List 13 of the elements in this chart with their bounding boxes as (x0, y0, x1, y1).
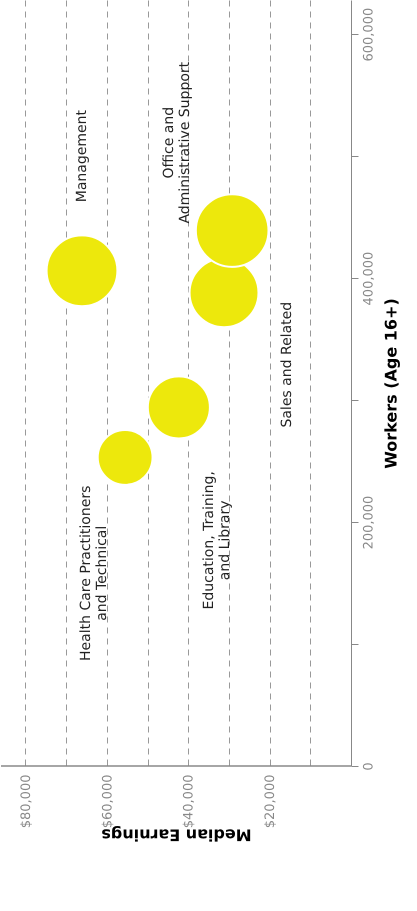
text: Sales and Related (279, 302, 296, 428)
y-tick-label: 0 (362, 762, 376, 771)
y-tick-label: 200,000 (362, 496, 376, 550)
y-tick-label: 400,000 (362, 252, 376, 306)
x-tick-label: $80,000 (18, 774, 34, 828)
text: Office and Administrative Support (161, 61, 194, 224)
y-tick-label: 600,000 (362, 8, 376, 62)
text: Education, Training, and Library (200, 471, 233, 610)
x-tick-label: $40,000 (182, 774, 197, 828)
y-axis-title: Workers (Age 16+) (382, 298, 400, 469)
text: Management (74, 110, 90, 202)
x-tick-label: $20,000 (263, 774, 278, 828)
text: Health Care Practitioners and Technical (78, 486, 110, 661)
